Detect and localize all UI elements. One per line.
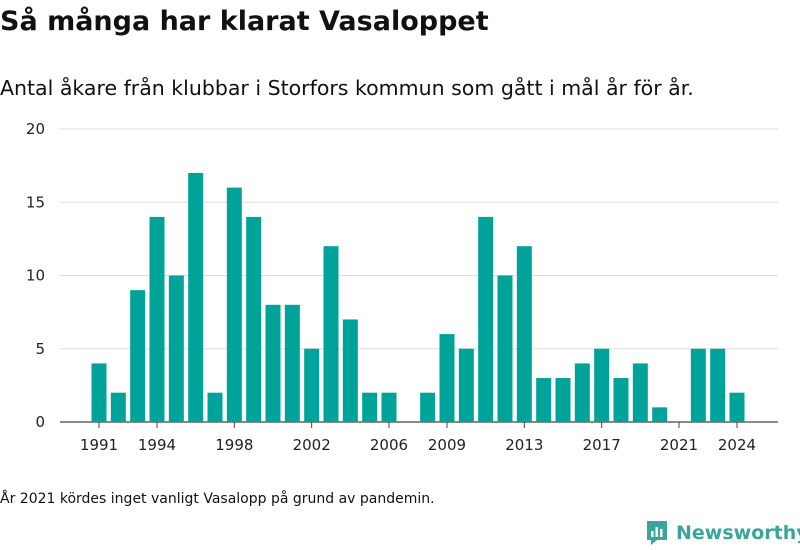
- bar: [478, 216, 494, 422]
- bar: [304, 348, 320, 422]
- bar: [265, 304, 281, 422]
- bar: [555, 378, 571, 422]
- bar: [729, 392, 745, 422]
- bar: [420, 392, 436, 422]
- bar: [226, 187, 242, 422]
- bar: [110, 392, 126, 422]
- x-tick-label: 2006: [370, 436, 408, 454]
- x-tick-label: 2017: [583, 436, 621, 454]
- bar: [342, 319, 358, 422]
- y-tick-label: 15: [26, 193, 45, 211]
- bar: [710, 348, 726, 422]
- brand-name: Newsworthy: [676, 522, 800, 544]
- chart-subtitle: Antal åkare från klubbar i Storfors komm…: [0, 76, 694, 100]
- y-tick-label: 5: [35, 340, 45, 358]
- bar: [632, 363, 648, 422]
- grid-lines: [60, 128, 778, 423]
- bar: [690, 348, 706, 422]
- bar: [536, 378, 552, 422]
- bar: [516, 246, 532, 422]
- bar: [246, 216, 262, 422]
- brand-logo: Newsworthy: [645, 520, 800, 546]
- bar: [323, 246, 339, 422]
- x-tick-label: 2024: [718, 436, 756, 454]
- y-tick-label: 0: [35, 413, 45, 431]
- bar: [149, 216, 165, 422]
- x-tick-label: 2002: [293, 436, 331, 454]
- y-axis-ticks: 0 5 10 15 20: [26, 120, 45, 431]
- bar: [439, 334, 455, 422]
- bar: [284, 304, 300, 422]
- bar: [613, 378, 629, 422]
- bars: [91, 172, 745, 422]
- x-tick-label: 2013: [505, 436, 543, 454]
- bar-chart: 0 5 10 15 20 1991 1994 1998 2002 2006 2009 2013 201…: [26, 120, 778, 454]
- bar: [168, 275, 184, 422]
- x-tick-label: 1991: [80, 436, 118, 454]
- newsworthy-logo-icon: [647, 521, 667, 545]
- y-tick-label: 10: [26, 267, 45, 285]
- bar: [574, 363, 590, 422]
- bar: [207, 392, 223, 422]
- bar: [458, 348, 474, 422]
- x-tick-label: 1994: [138, 436, 176, 454]
- bar: [381, 392, 397, 422]
- bar: [188, 172, 204, 422]
- bar: [594, 348, 610, 422]
- x-tick-label: 2021: [660, 436, 698, 454]
- bar: [652, 407, 668, 422]
- bar: [91, 363, 107, 422]
- bar: [497, 275, 513, 422]
- x-axis-ticks: 1991 1994 1998 2002 2006 2009 2013 2017 2021 2024: [80, 422, 756, 454]
- bar: [362, 392, 378, 422]
- x-tick-label: 2009: [428, 436, 466, 454]
- footnote: År 2021 kördes inget vanligt Vasalopp på…: [0, 491, 435, 507]
- chart-title: Så många har klarat Vasaloppet: [0, 6, 489, 37]
- x-tick-label: 1998: [215, 436, 253, 454]
- bar: [130, 290, 146, 422]
- y-tick-label: 20: [26, 120, 45, 138]
